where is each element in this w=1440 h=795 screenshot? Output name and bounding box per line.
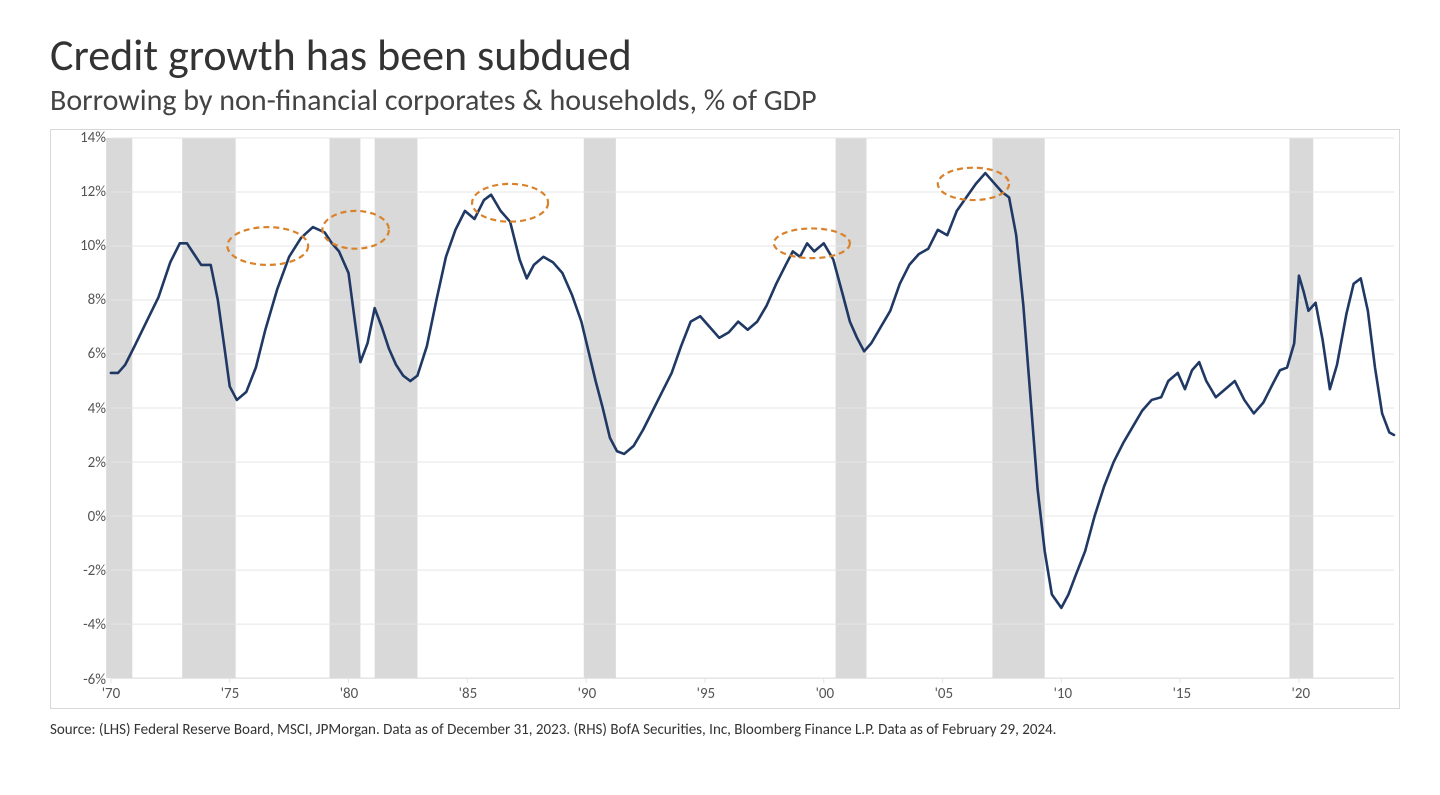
chart-title: Credit growth has been subdued bbox=[50, 30, 1400, 81]
y-axis-label: 2% bbox=[58, 454, 106, 472]
y-axis-label: 8% bbox=[58, 291, 106, 309]
y-axis-label: 14% bbox=[58, 129, 106, 147]
x-axis-label: '15 bbox=[1173, 685, 1192, 703]
x-axis-label: '80 bbox=[340, 685, 359, 703]
x-axis-label: '10 bbox=[1054, 685, 1073, 703]
x-axis-label: '90 bbox=[578, 685, 597, 703]
x-axis-label: '00 bbox=[816, 685, 835, 703]
y-axis-label: -2% bbox=[58, 562, 106, 580]
y-axis-label: 6% bbox=[58, 345, 106, 363]
x-axis-label: '75 bbox=[221, 685, 240, 703]
y-axis-label: -4% bbox=[58, 616, 106, 634]
y-axis-label: 12% bbox=[58, 183, 106, 201]
x-axis-label: '20 bbox=[1292, 685, 1311, 703]
x-axis-label: '95 bbox=[697, 685, 716, 703]
x-axis-label: '85 bbox=[459, 685, 478, 703]
source-text: Source: (LHS) Federal Reserve Board, MSC… bbox=[50, 721, 1400, 739]
x-axis-label: '05 bbox=[935, 685, 954, 703]
page-root: Credit growth has been subdued Borrowing… bbox=[0, 0, 1440, 795]
y-axis-label: 10% bbox=[58, 237, 106, 255]
y-axis-label: 4% bbox=[58, 400, 106, 418]
y-axis-label: -6% bbox=[58, 671, 106, 689]
x-axis-label: '70 bbox=[102, 685, 121, 703]
chart-subtitle: Borrowing by non-financial corporates & … bbox=[50, 83, 1400, 119]
chart-area: -6% -4% -2% 0% 2% 4% 6% 8% 10% 12% 14% '70 '75 '80 '85… bbox=[50, 129, 1400, 709]
line-chart-svg bbox=[51, 130, 1399, 708]
y-axis-label: 0% bbox=[58, 508, 106, 526]
